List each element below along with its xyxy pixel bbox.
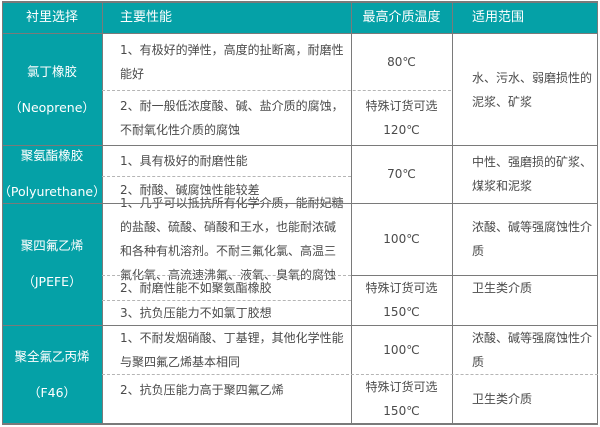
divider <box>2 325 598 326</box>
header-properties: 主要性能 <box>102 2 351 34</box>
property-cell: 1、有极好的弹性，高度的扯断离，耐磨性 能好 <box>120 43 344 81</box>
dashed-divider <box>102 374 598 375</box>
temp-cell: 100℃ <box>383 232 420 246</box>
dashed-divider <box>102 300 351 301</box>
property-cell: 1、几乎可以抵抗所有化学介质，能耐妃糖 的盐酸、硫酸、硝酸和王水，也能耐浓碱 和… <box>120 196 344 282</box>
application-cell: 浓酸、碱等强腐蚀性介 质 <box>472 330 593 369</box>
divider <box>597 1 598 425</box>
header-max-temp: 最高介质温度 <box>351 2 452 34</box>
lining-f46: 聚全氟乙丙烯 （F46） <box>2 325 102 424</box>
temp-cell: 70℃ <box>387 167 416 181</box>
divider <box>2 145 598 146</box>
divider <box>2 1 3 425</box>
lining-polyurethane: 聚氨酯橡胶 （Polyurethane） <box>0 145 106 203</box>
lining-ptfe: 聚四氟乙烯 （JPEFE） <box>2 203 102 325</box>
temp-cell: 特殊订货可选 150℃ <box>365 380 438 418</box>
divider <box>2 1 598 3</box>
property-cell: 3、抗负压能力不如氯丁胶想 <box>120 305 272 320</box>
property-cell: 2、耐一般低浓度酸、碱、盐介质的腐蚀， 不耐氧化性介质的腐蚀 <box>120 98 344 137</box>
dashed-divider <box>102 275 351 276</box>
application-cell: 卫生类介质 <box>472 392 533 406</box>
temp-cell: 100℃ <box>383 342 420 357</box>
application-cell: 水、污水、弱磨损性的 泥浆、矿浆 <box>472 70 593 109</box>
temp-cell: 特殊订货可选 150℃ <box>365 281 438 319</box>
property-cell: 1、不耐发烟硝酸、丁基锂，其他化学性能 与聚四氟乙烯基本相同 <box>120 330 344 369</box>
property-cell: 2、耐酸、碱腐蚀性能较差 <box>120 182 260 197</box>
application-cell: 卫生类介质 <box>472 280 533 295</box>
temp-cell: 80℃ <box>387 55 416 69</box>
divider <box>102 1 103 425</box>
header-lining: 衬里选择 <box>2 2 102 34</box>
temp-cell: 特殊订货可选 120℃ <box>365 98 438 137</box>
dashed-divider <box>102 176 351 177</box>
dashed-divider <box>102 90 451 91</box>
property-cell: 2、耐磨性能不如聚氨酯橡胶 <box>120 280 272 295</box>
header-application: 适用范围 <box>452 2 598 34</box>
divider <box>2 33 598 34</box>
divider <box>351 1 352 425</box>
property-cell: 2、抗负压能力高于聚四氟乙烯 <box>120 383 284 397</box>
application-cell: 浓酸、碱等强腐蚀性介 质 <box>472 220 593 258</box>
application-cell: 中性、强磨损的矿浆、 煤浆和泥浆 <box>472 155 593 193</box>
divider <box>452 1 453 425</box>
property-cell: 1、具有极好的耐磨性能 <box>120 153 248 168</box>
divider <box>2 423 598 425</box>
divider <box>351 275 598 276</box>
lining-neoprene: 氯丁橡胶 （Neoprene） <box>2 34 102 145</box>
divider <box>2 203 598 204</box>
